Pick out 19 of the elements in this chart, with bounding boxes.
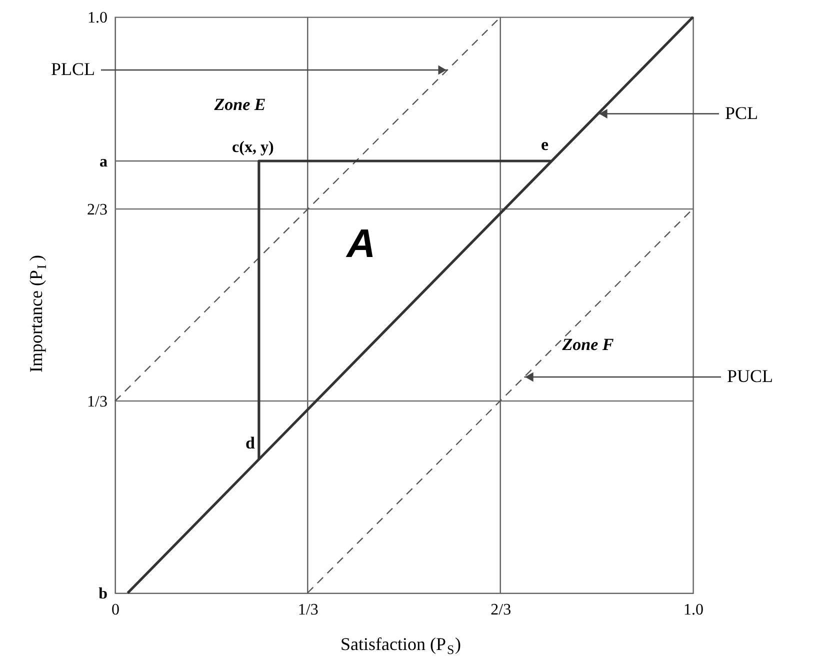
annotation: PLCL: [50, 58, 95, 79]
x-tick-label: 1.0: [684, 602, 704, 618]
annotation: Zone F: [561, 335, 614, 354]
x-tick-label: 0: [112, 602, 120, 618]
annotation: PUCL: [727, 366, 774, 386]
y-tick-label: a: [100, 154, 108, 170]
annotation: d: [245, 433, 256, 452]
annotation: e: [541, 135, 550, 154]
y-tick-label: 2/3: [87, 201, 108, 218]
annotation: Zone E: [213, 95, 266, 114]
annotation: c(x, y): [232, 139, 274, 156]
x-tick-label: 2/3: [490, 602, 512, 618]
annotation: A: [346, 222, 376, 266]
y-tick-label: 1/3: [87, 394, 108, 411]
y-tick-label: b: [98, 586, 108, 602]
y-tick-label: 1.0: [88, 10, 108, 26]
annotation: PCL: [725, 102, 758, 123]
y-axis-title: Importance (PI): [26, 254, 49, 372]
x-tick-label: 1/3: [298, 602, 318, 618]
